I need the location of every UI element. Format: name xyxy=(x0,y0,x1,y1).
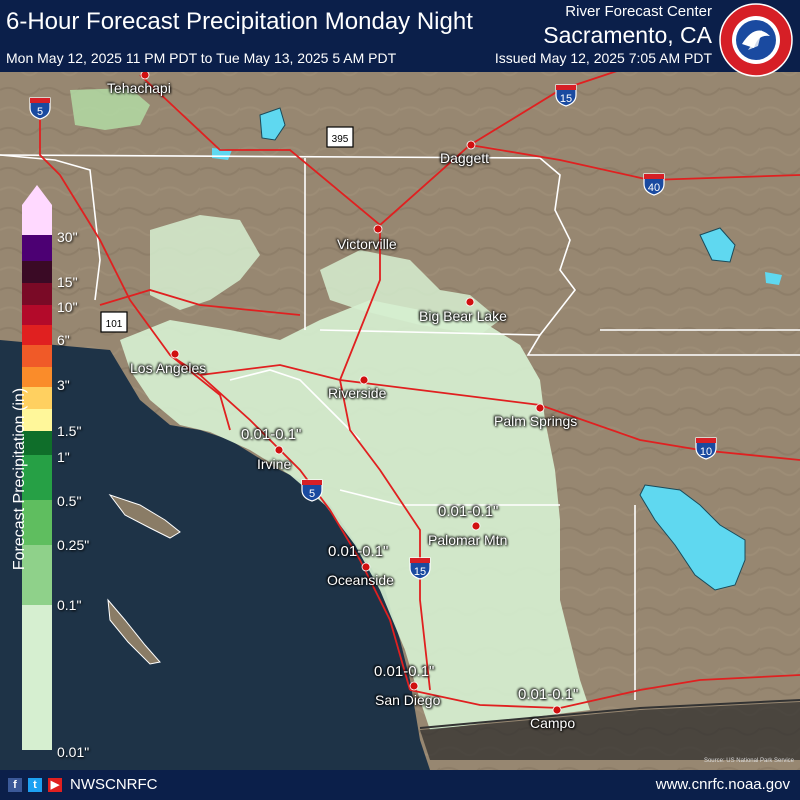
shield-number: 5 xyxy=(37,106,43,118)
legend-label: 6" xyxy=(57,332,70,348)
us-route-shield-icon: 101 xyxy=(100,311,128,333)
us-route-shield-icon: 395 xyxy=(326,126,354,148)
city-markers xyxy=(140,70,562,715)
precip-amount-label: 0.01-0.1" xyxy=(518,686,579,703)
youtube-icon[interactable]: ▶ xyxy=(48,778,62,792)
boundaries xyxy=(0,154,800,700)
interstate-shield-icon: 15 xyxy=(555,84,577,107)
legend-label: 15" xyxy=(57,274,78,290)
header-bar: 6-Hour Forecast Precipitation Monday Nig… xyxy=(0,0,800,77)
precip-amount-label: 0.01-0.1" xyxy=(241,426,302,443)
legend-label: 3" xyxy=(57,377,70,393)
legend-label: 0.5" xyxy=(57,493,82,509)
nws-logo-icon[interactable] xyxy=(718,2,794,78)
legend-label: 30" xyxy=(57,229,78,245)
dry-lake-1 xyxy=(259,107,286,141)
precip-legend-bar xyxy=(22,185,52,750)
facebook-icon[interactable]: f xyxy=(8,778,22,792)
shield-number: 101 xyxy=(106,319,123,330)
interstate-shield-icon: 40 xyxy=(643,173,665,196)
mexico-shade xyxy=(420,702,800,760)
city-label: Palm Springs xyxy=(494,413,578,429)
issued-time: Issued May 12, 2025 7:05 AM PDT xyxy=(494,50,712,66)
legend-title: Forecast Precipitation (in) xyxy=(11,387,28,571)
city-label: Irvine xyxy=(257,456,292,472)
precip-amount-label: 0.01-0.1" xyxy=(438,503,499,520)
rfc-location: Sacramento, CA xyxy=(543,22,712,48)
shield-number: 395 xyxy=(332,134,349,145)
city-label: Los Angeles xyxy=(130,360,207,376)
shield-number: 5 xyxy=(309,488,315,500)
interstate-shield-icon: 15 xyxy=(409,557,431,580)
city-label: Oceanside xyxy=(327,572,394,588)
pacific-ocean xyxy=(0,340,430,770)
catalina-island xyxy=(108,494,181,539)
social-handle[interactable]: NWSCNRFC xyxy=(70,776,158,793)
rfc-name: River Forecast Center xyxy=(565,3,712,20)
legend-label: 0.01" xyxy=(57,744,90,760)
interstate-shield-icon: 5 xyxy=(29,97,51,120)
precip-amount-label: 0.01-0.1" xyxy=(374,663,435,680)
precip-amount-label: 0.01-0.1" xyxy=(328,543,389,560)
city-label: Victorville xyxy=(337,236,397,252)
city-label: Campo xyxy=(530,715,576,731)
legend-label: 10" xyxy=(57,299,78,315)
page-title: 6-Hour Forecast Precipitation Monday Nig… xyxy=(6,8,473,35)
san-clemente-island xyxy=(107,598,161,665)
precip-area-coastal xyxy=(120,300,590,730)
twitter-icon[interactable]: t xyxy=(28,778,42,792)
dry-lake-2 xyxy=(699,227,736,263)
precip-area-mountains xyxy=(320,250,500,335)
precip-area-north xyxy=(150,215,260,310)
shield-number: 40 xyxy=(648,182,660,194)
legend-label: 1" xyxy=(57,449,70,465)
legend-label: 0.25" xyxy=(57,537,90,553)
city-label: Riverside xyxy=(328,385,387,401)
shield-number: 10 xyxy=(700,446,712,458)
city-label: Palomar Mtn xyxy=(428,532,508,548)
shield-number: 15 xyxy=(414,566,426,578)
city-label: Daggett xyxy=(440,150,490,166)
interstate-shield-icon: 10 xyxy=(695,437,717,460)
legend-label: 1.5" xyxy=(57,423,82,439)
city-label: San Diego xyxy=(375,692,441,708)
legend-label: 0.1" xyxy=(57,597,82,613)
precip-area-tehachapi xyxy=(70,88,150,130)
city-label: Big Bear Lake xyxy=(419,308,507,324)
salton-sea xyxy=(639,484,746,591)
website-link[interactable]: www.cnrfc.noaa.gov xyxy=(655,776,790,793)
shield-number: 15 xyxy=(560,93,572,105)
us-mexico-border xyxy=(419,699,800,729)
dry-lake-4 xyxy=(765,272,782,285)
city-label: Tehachapi xyxy=(107,80,171,96)
valid-time: Mon May 12, 2025 11 PM PDT to Tue May 13… xyxy=(6,50,397,66)
interstate-shield-icon: 5 xyxy=(301,479,323,502)
source-credit: Source: US National Park Service xyxy=(703,758,794,764)
footer-bar: f t ▶ NWSCNRFC www.cnrfc.noaa.gov xyxy=(0,770,800,800)
